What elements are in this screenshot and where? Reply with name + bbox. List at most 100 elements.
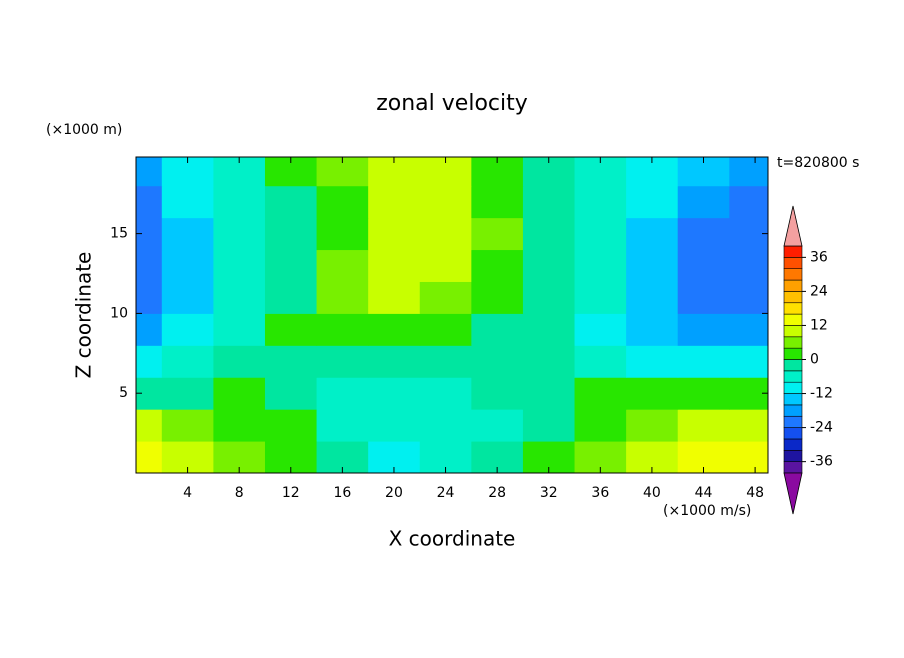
x-tick-label: 16	[333, 485, 351, 501]
contour-cell	[522, 217, 576, 251]
contour-cell	[316, 441, 369, 473]
contour-cell	[729, 345, 768, 378]
x-tick-label: 44	[695, 485, 713, 501]
contour-cell	[677, 441, 730, 473]
contour-cell	[136, 281, 163, 314]
colorbar-box	[783, 291, 803, 304]
contour-cell	[368, 249, 421, 282]
contour-cell	[729, 281, 768, 314]
contour-cell	[574, 217, 627, 251]
contour-cell	[368, 157, 421, 187]
contour-cell	[213, 377, 266, 410]
colorbar-box	[783, 461, 803, 474]
x-axis-label: X coordinate	[389, 527, 516, 551]
colorbar-box	[783, 257, 803, 270]
contour-cell	[264, 217, 318, 251]
contour-field	[136, 157, 768, 473]
contour-cell	[368, 409, 421, 442]
contour-cell	[368, 185, 421, 219]
contour-cell	[419, 281, 472, 314]
contour-cell	[574, 157, 627, 187]
contour-cell	[626, 217, 679, 251]
colorbar-box	[783, 268, 803, 281]
colorbar-box	[783, 347, 803, 360]
x-tick-label: 40	[643, 485, 661, 501]
contour-cell	[316, 345, 369, 378]
contour-cell	[471, 409, 524, 442]
contour-cell	[136, 345, 163, 378]
contour-cell	[213, 185, 266, 219]
colorbar-tick-label: 24	[810, 283, 828, 299]
contour-cell	[471, 377, 524, 410]
contour-cell	[264, 409, 318, 442]
contour-cell	[213, 409, 266, 442]
colorbar-tick-label: -24	[810, 420, 833, 436]
annotation: t=820800 s	[777, 155, 859, 171]
contour-cell	[419, 377, 472, 410]
contour-cell	[161, 345, 214, 378]
contour-cell	[626, 441, 679, 473]
colorbar-tick-label: 0	[810, 352, 819, 368]
x-tick-label: 36	[591, 485, 609, 501]
colorbar-box	[783, 245, 803, 258]
contour-cell	[419, 345, 472, 378]
colorbar-tick-label: 12	[810, 317, 828, 333]
contour-cell	[729, 217, 768, 251]
contour-cell	[161, 249, 214, 282]
colorbar-box	[783, 336, 803, 349]
contour-cell	[264, 313, 318, 346]
contour-cell	[161, 185, 214, 219]
contour-cell	[316, 313, 369, 346]
colorbar-tick-label: -12	[810, 386, 833, 402]
contour-cell	[471, 281, 524, 314]
contour-cell	[574, 409, 627, 442]
contour-cell	[213, 441, 266, 473]
contour-cell	[677, 409, 730, 442]
contour-cell	[626, 345, 679, 378]
contour-cell	[264, 345, 318, 378]
contour-cell	[471, 313, 524, 346]
x-unit-label: (×1000 m/s)	[663, 503, 751, 519]
contour-cell	[316, 249, 369, 282]
chart-title: zonal velocity	[376, 91, 528, 116]
contour-cell	[264, 377, 318, 410]
contour-cell	[471, 157, 524, 187]
contour-cell	[522, 377, 576, 410]
y-axis-label: Z coordinate	[72, 252, 96, 379]
contour-cell	[419, 217, 472, 251]
contour-cell	[368, 281, 421, 314]
contour-cell	[677, 345, 730, 378]
colorbar-tick-label: -36	[810, 454, 833, 470]
colorbar-box	[783, 438, 803, 451]
contour-cell	[729, 409, 768, 442]
colorbar-box	[783, 370, 803, 383]
x-tick-label: 32	[540, 485, 558, 501]
contour-cell	[677, 185, 730, 219]
contour-cell	[677, 377, 730, 410]
contour-cell	[161, 217, 214, 251]
colorbar-box	[783, 381, 803, 394]
contour-cell	[264, 281, 318, 314]
contour-cell	[522, 441, 576, 473]
contour-cell	[213, 217, 266, 251]
contour-cell	[471, 249, 524, 282]
contour-cell	[626, 281, 679, 314]
x-tick-label: 4	[183, 485, 192, 501]
contour-cell	[213, 249, 266, 282]
x-tick-label: 8	[235, 485, 244, 501]
contour-cell	[677, 313, 730, 346]
colorbar-box	[783, 427, 803, 440]
colorbar-extend-high	[783, 205, 803, 247]
contour-cell	[136, 377, 163, 410]
contour-cell	[316, 377, 369, 410]
contour-cell	[729, 377, 768, 410]
contour-cell	[368, 345, 421, 378]
contour-cell	[136, 217, 163, 251]
contour-cell	[471, 441, 524, 473]
contour-cell	[522, 249, 576, 282]
x-tick-label: 20	[385, 485, 403, 501]
contour-cell	[316, 157, 369, 187]
x-tick-label: 48	[746, 485, 764, 501]
contour-cell	[574, 377, 627, 410]
